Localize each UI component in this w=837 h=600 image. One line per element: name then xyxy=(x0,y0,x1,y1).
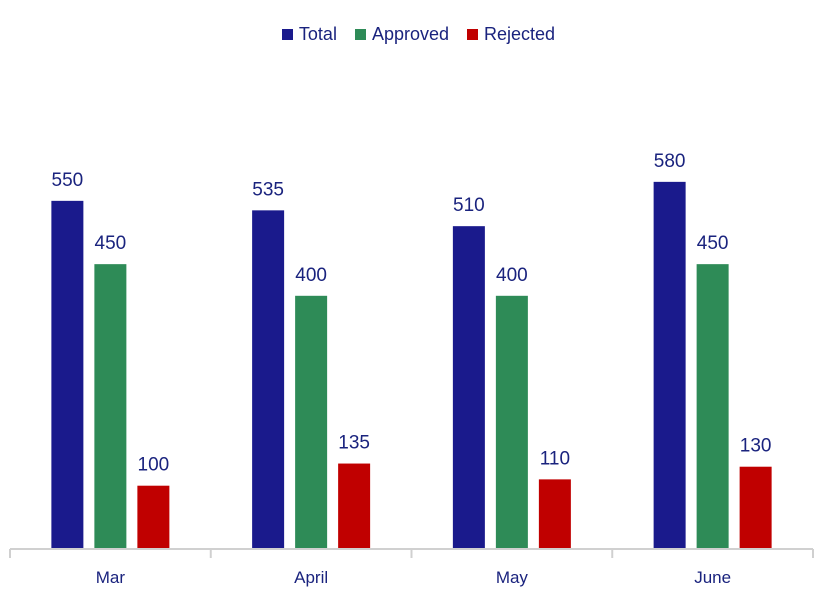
legend-label-approved: Approved xyxy=(371,24,450,44)
data-label-rejected-mar: 100 xyxy=(138,455,170,476)
chart-legend: Total Approved Rejected xyxy=(0,24,837,45)
bar-rejected-may xyxy=(538,479,571,549)
bar-total-june xyxy=(653,181,686,550)
data-label-rejected-may: 110 xyxy=(540,448,570,469)
data-label-rejected-june: 130 xyxy=(740,436,772,457)
bar-total-april xyxy=(252,210,285,549)
data-label-total-may: 510 xyxy=(453,195,485,216)
x-tick-label-may: May xyxy=(496,568,529,587)
data-label-rejected-april: 135 xyxy=(338,433,370,454)
legend-item-approved: Approved xyxy=(354,24,450,45)
data-label-approved-june: 450 xyxy=(697,233,729,254)
legend-swatch-approved xyxy=(354,29,366,40)
bar-approved-april xyxy=(295,295,328,549)
legend-item-rejected: Rejected xyxy=(467,24,555,45)
bar-approved-mar xyxy=(94,264,127,549)
legend-label-total: Total xyxy=(298,24,337,44)
x-tick-label-april: April xyxy=(294,568,328,587)
data-label-total-april: 535 xyxy=(252,179,284,200)
legend-label-rejected: Rejected xyxy=(484,24,556,44)
bar-total-mar xyxy=(51,200,84,549)
bar-rejected-june xyxy=(739,466,772,549)
legend-swatch-rejected xyxy=(467,29,479,40)
bar-rejected-april xyxy=(338,463,371,549)
legend-item-total: Total xyxy=(281,24,337,45)
data-label-approved-mar: 450 xyxy=(95,233,127,254)
x-tick-label-mar: Mar xyxy=(96,568,126,587)
bar-rejected-mar xyxy=(137,485,170,549)
data-label-total-mar: 550 xyxy=(52,170,84,191)
bar-approved-may xyxy=(495,295,528,549)
bar-approved-june xyxy=(696,264,729,549)
x-tick-label-june: June xyxy=(694,568,731,587)
data-label-total-june: 580 xyxy=(654,151,686,172)
data-label-approved-april: 400 xyxy=(295,265,327,286)
legend-swatch-total xyxy=(281,29,293,40)
data-label-approved-may: 400 xyxy=(496,265,528,286)
bar-total-may xyxy=(452,226,485,550)
